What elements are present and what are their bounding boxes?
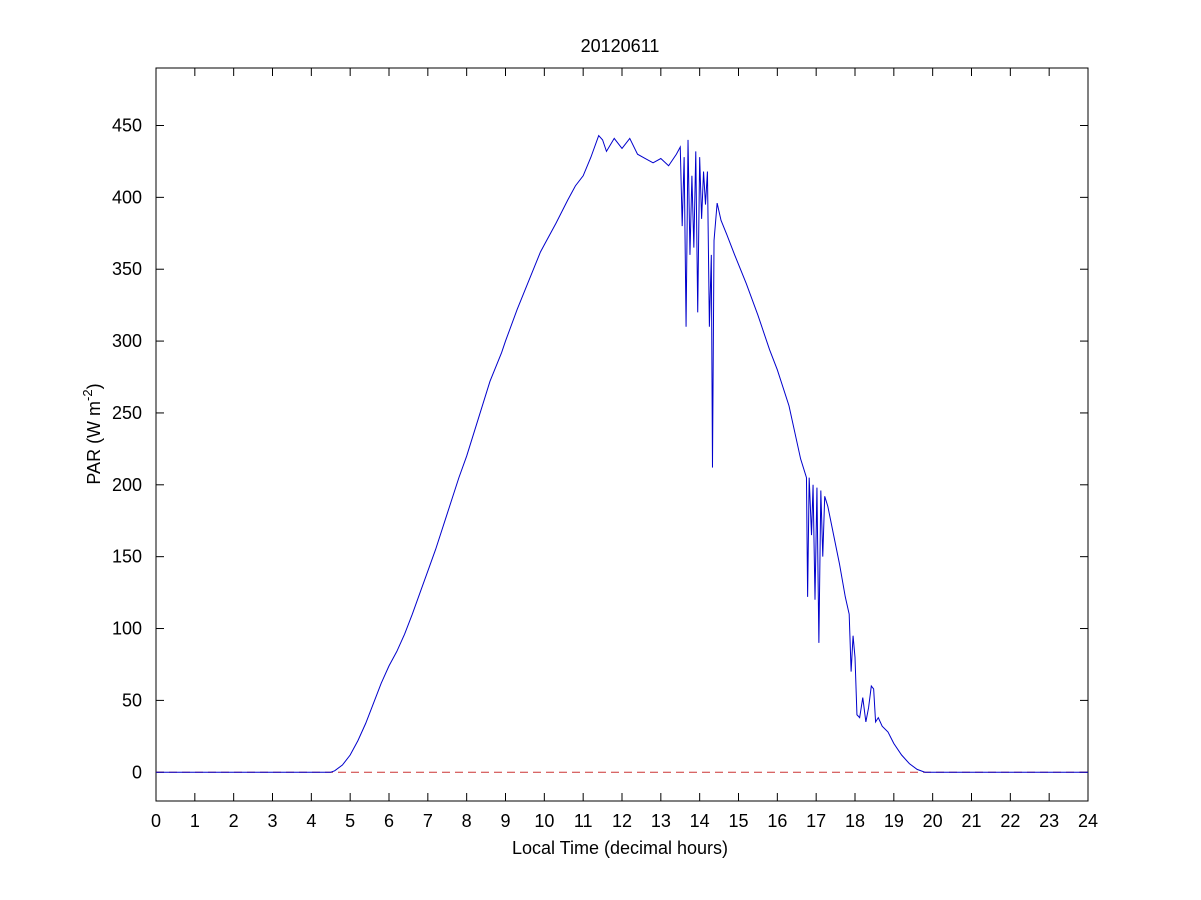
x-axis-label: Local Time (decimal hours) xyxy=(512,838,728,858)
chart-title: 20120611 xyxy=(581,36,660,56)
x-tick-label: 1 xyxy=(190,811,200,831)
x-tick-label: 22 xyxy=(1000,811,1020,831)
x-tick-label: 21 xyxy=(961,811,981,831)
x-tick-label: 12 xyxy=(612,811,632,831)
x-axis-ticks: 0 1 2 3 4 5 6 7 8 9 10 11 12 13 14 15 16 17 18 19 20 21 22 23 24 xyxy=(151,68,1098,831)
x-tick-label: 7 xyxy=(423,811,433,831)
y-axis-label-close: ) xyxy=(84,383,104,389)
y-tick-label: 100 xyxy=(112,619,142,639)
x-tick-label: 15 xyxy=(728,811,748,831)
y-tick-label: 50 xyxy=(122,690,142,710)
x-tick-label: 13 xyxy=(651,811,671,831)
y-tick-label: 450 xyxy=(112,115,142,135)
x-tick-label: 20 xyxy=(923,811,943,831)
par-series-line xyxy=(156,134,1088,773)
y-axis-label-superscript: -2 xyxy=(80,389,95,401)
x-tick-label: 16 xyxy=(767,811,787,831)
y-axis-label: PAR (W m-2) xyxy=(80,383,104,484)
y-axis-label-main: PAR (W m xyxy=(84,401,104,485)
x-tick-label: 19 xyxy=(884,811,904,831)
y-axis-ticks: 0 50 100 150 200 250 300 350 400 450 xyxy=(112,115,1088,782)
x-tick-label: 8 xyxy=(462,811,472,831)
y-tick-label: 150 xyxy=(112,547,142,567)
x-tick-label: 18 xyxy=(845,811,865,831)
y-tick-label: 200 xyxy=(112,475,142,495)
x-tick-label: 17 xyxy=(806,811,826,831)
x-tick-label: 10 xyxy=(534,811,554,831)
y-tick-label: 300 xyxy=(112,331,142,351)
x-tick-label: 5 xyxy=(345,811,355,831)
x-tick-label: 4 xyxy=(306,811,316,831)
y-tick-label: 400 xyxy=(112,187,142,207)
x-tick-label: 3 xyxy=(267,811,277,831)
x-tick-label: 14 xyxy=(690,811,710,831)
x-tick-label: 0 xyxy=(151,811,161,831)
y-tick-label: 0 xyxy=(132,762,142,782)
x-tick-label: 9 xyxy=(500,811,510,831)
y-tick-label: 250 xyxy=(112,403,142,423)
x-tick-label: 6 xyxy=(384,811,394,831)
x-tick-label: 11 xyxy=(574,811,593,831)
x-tick-label: 24 xyxy=(1078,811,1098,831)
x-tick-label: 23 xyxy=(1039,811,1059,831)
plot-area xyxy=(155,67,1089,802)
x-tick-label: 2 xyxy=(229,811,239,831)
y-tick-label: 350 xyxy=(112,259,142,279)
